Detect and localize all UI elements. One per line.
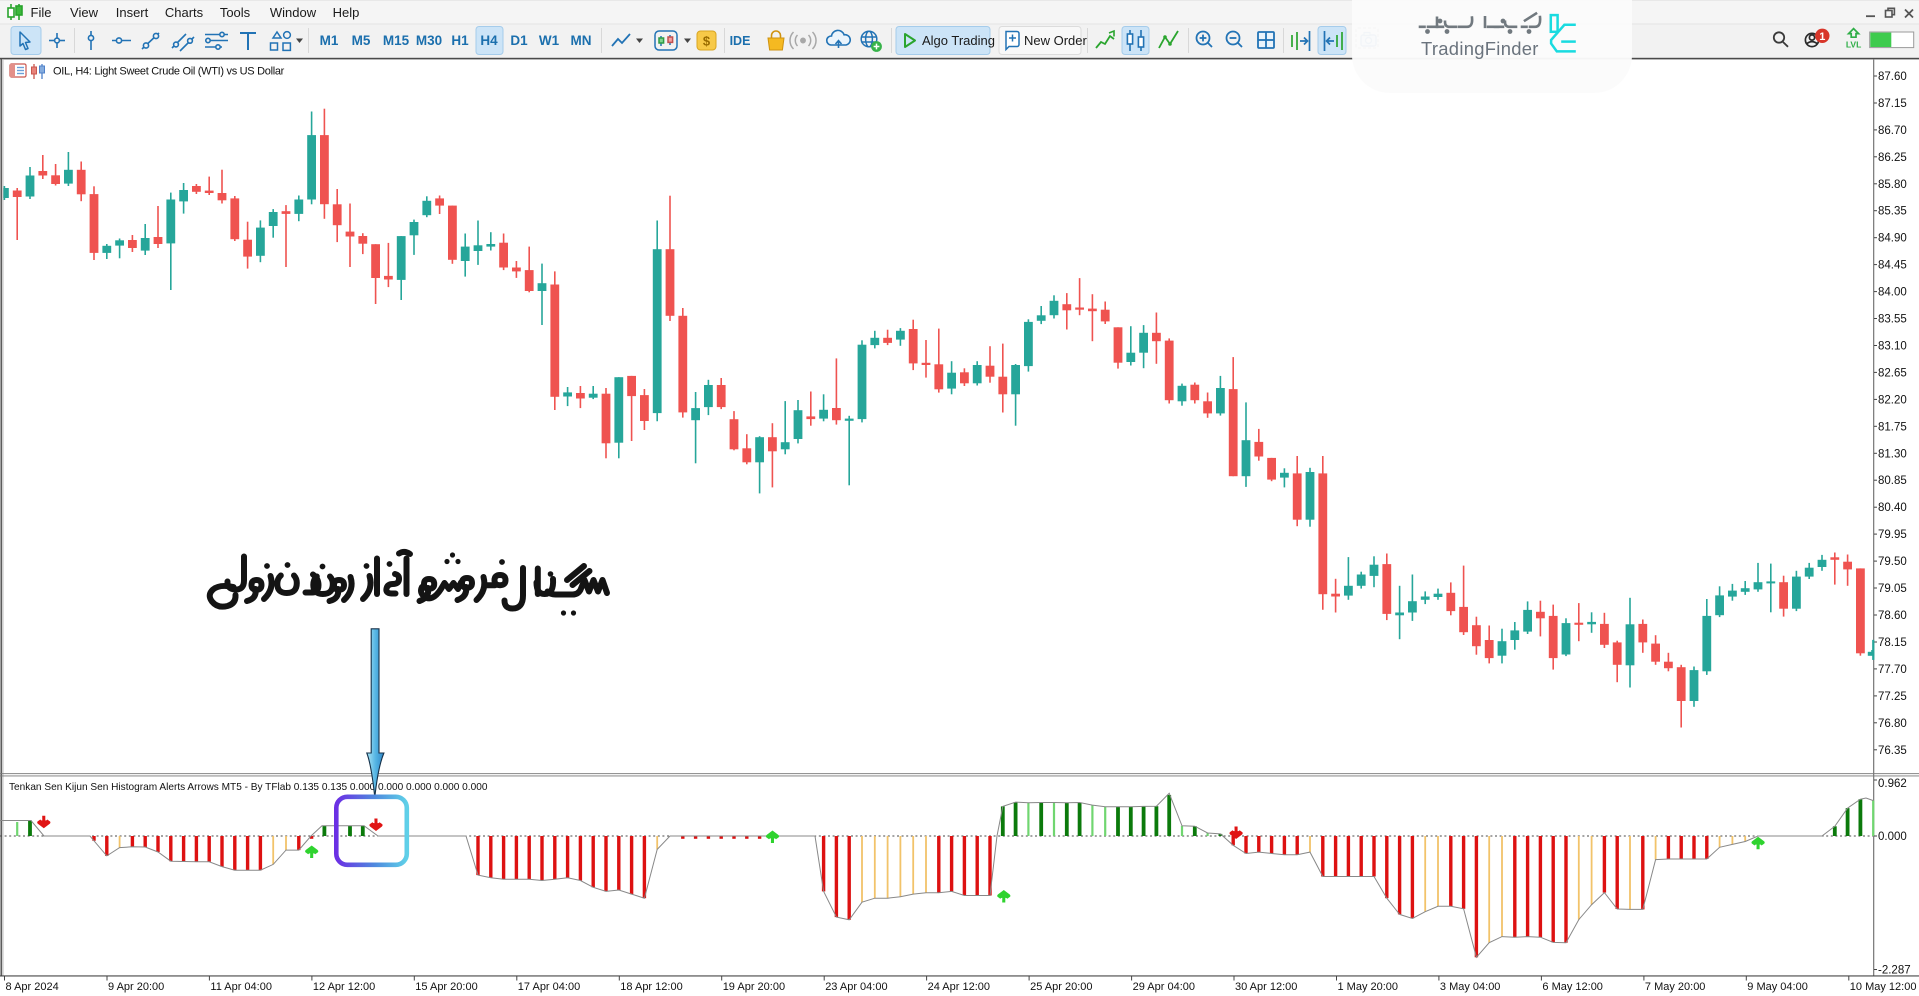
svg-text:86.25: 86.25 [1878, 152, 1907, 164]
svg-text:83.55: 83.55 [1878, 314, 1907, 326]
svg-text:77.70: 77.70 [1878, 664, 1907, 676]
svg-text:-2.287: -2.287 [1878, 965, 1911, 977]
svg-text:19 Apr 20:00: 19 Apr 20:00 [723, 981, 785, 993]
svg-text:76.80: 76.80 [1878, 718, 1907, 730]
svg-text:M15: M15 [383, 33, 410, 48]
svg-text:10 May 12:00: 10 May 12:00 [1850, 981, 1917, 993]
svg-text:87.60: 87.60 [1878, 71, 1907, 83]
svg-text:15 Apr 20:00: 15 Apr 20:00 [415, 981, 477, 993]
svg-text:79.50: 79.50 [1878, 556, 1907, 568]
svg-text:79.95: 79.95 [1878, 529, 1907, 541]
svg-text:8 Apr 2024: 8 Apr 2024 [6, 981, 59, 993]
svg-text:1: 1 [1819, 31, 1825, 43]
svg-text:9 Apr 20:00: 9 Apr 20:00 [108, 981, 164, 993]
svg-text:81.30: 81.30 [1878, 448, 1907, 460]
svg-text:81.75: 81.75 [1878, 421, 1907, 433]
svg-text:85.35: 85.35 [1878, 206, 1907, 218]
svg-text:LVL: LVL [1846, 40, 1861, 50]
svg-text:79.05: 79.05 [1878, 583, 1907, 595]
svg-text:3 May 04:00: 3 May 04:00 [1440, 981, 1501, 993]
svg-text:M5: M5 [352, 33, 371, 48]
svg-text:Window: Window [270, 5, 317, 20]
svg-text:OIL, H4: Light Sweet Crude Oi: OIL, H4: Light Sweet Crude Oil (WTI) vs … [53, 66, 285, 78]
svg-text:25 Apr 20:00: 25 Apr 20:00 [1030, 981, 1092, 993]
svg-text:Help: Help [333, 5, 360, 20]
svg-text:$: $ [703, 34, 711, 49]
svg-text:78.60: 78.60 [1878, 610, 1907, 622]
svg-text:View: View [70, 5, 99, 20]
svg-text:23 Apr 04:00: 23 Apr 04:00 [825, 981, 887, 993]
svg-text:M1: M1 [320, 33, 339, 48]
svg-text:76.35: 76.35 [1878, 745, 1907, 757]
svg-text:6 May 12:00: 6 May 12:00 [1542, 981, 1603, 993]
svg-text:7 May 20:00: 7 May 20:00 [1645, 981, 1706, 993]
svg-text:29 Apr 04:00: 29 Apr 04:00 [1133, 981, 1195, 993]
svg-text:TradingFinder: TradingFinder [1421, 38, 1539, 59]
svg-text:24 Apr 12:00: 24 Apr 12:00 [928, 981, 990, 993]
svg-text:File: File [31, 5, 52, 20]
svg-text:0.000: 0.000 [1878, 831, 1907, 843]
svg-text:Tools: Tools [220, 5, 251, 20]
svg-text:18 Apr 12:00: 18 Apr 12:00 [620, 981, 682, 993]
svg-text:M30: M30 [416, 33, 442, 48]
svg-text:86.70: 86.70 [1878, 125, 1907, 137]
svg-text:87.15: 87.15 [1878, 98, 1907, 110]
svg-text:W1: W1 [539, 33, 560, 48]
svg-text:Tenkan Sen Kijun Sen Histogram: Tenkan Sen Kijun Sen Histogram Alerts Ar… [9, 782, 488, 793]
svg-text:9 May 04:00: 9 May 04:00 [1747, 981, 1808, 993]
svg-text:82.20: 82.20 [1878, 394, 1907, 406]
svg-text:84.45: 84.45 [1878, 260, 1907, 272]
svg-text:82.65: 82.65 [1878, 367, 1907, 379]
svg-text:83.10: 83.10 [1878, 341, 1907, 353]
svg-text:11 Apr 04:00: 11 Apr 04:00 [210, 981, 272, 993]
svg-text:30 Apr 12:00: 30 Apr 12:00 [1235, 981, 1297, 993]
svg-text:17 Apr 04:00: 17 Apr 04:00 [518, 981, 580, 993]
svg-text:Insert: Insert [116, 5, 149, 20]
svg-text:78.15: 78.15 [1878, 637, 1907, 649]
svg-text:80.40: 80.40 [1878, 502, 1907, 514]
svg-text:H4: H4 [480, 33, 498, 48]
svg-text:1 May 20:00: 1 May 20:00 [1338, 981, 1399, 993]
svg-text:Charts: Charts [165, 5, 204, 20]
svg-text:84.00: 84.00 [1878, 287, 1907, 299]
svg-text:New Order: New Order [1024, 33, 1088, 48]
svg-text:MN: MN [571, 33, 592, 48]
svg-text:Algo Trading: Algo Trading [922, 33, 995, 48]
svg-text:D1: D1 [510, 33, 528, 48]
svg-text:80.85: 80.85 [1878, 475, 1907, 487]
svg-text:H1: H1 [451, 33, 469, 48]
svg-text:0.962: 0.962 [1878, 778, 1907, 790]
svg-text:IDE: IDE [730, 34, 751, 48]
svg-text:84.90: 84.90 [1878, 233, 1907, 245]
svg-text:77.25: 77.25 [1878, 691, 1907, 703]
svg-text:12 Apr 12:00: 12 Apr 12:00 [313, 981, 375, 993]
svg-text:85.80: 85.80 [1878, 179, 1907, 191]
